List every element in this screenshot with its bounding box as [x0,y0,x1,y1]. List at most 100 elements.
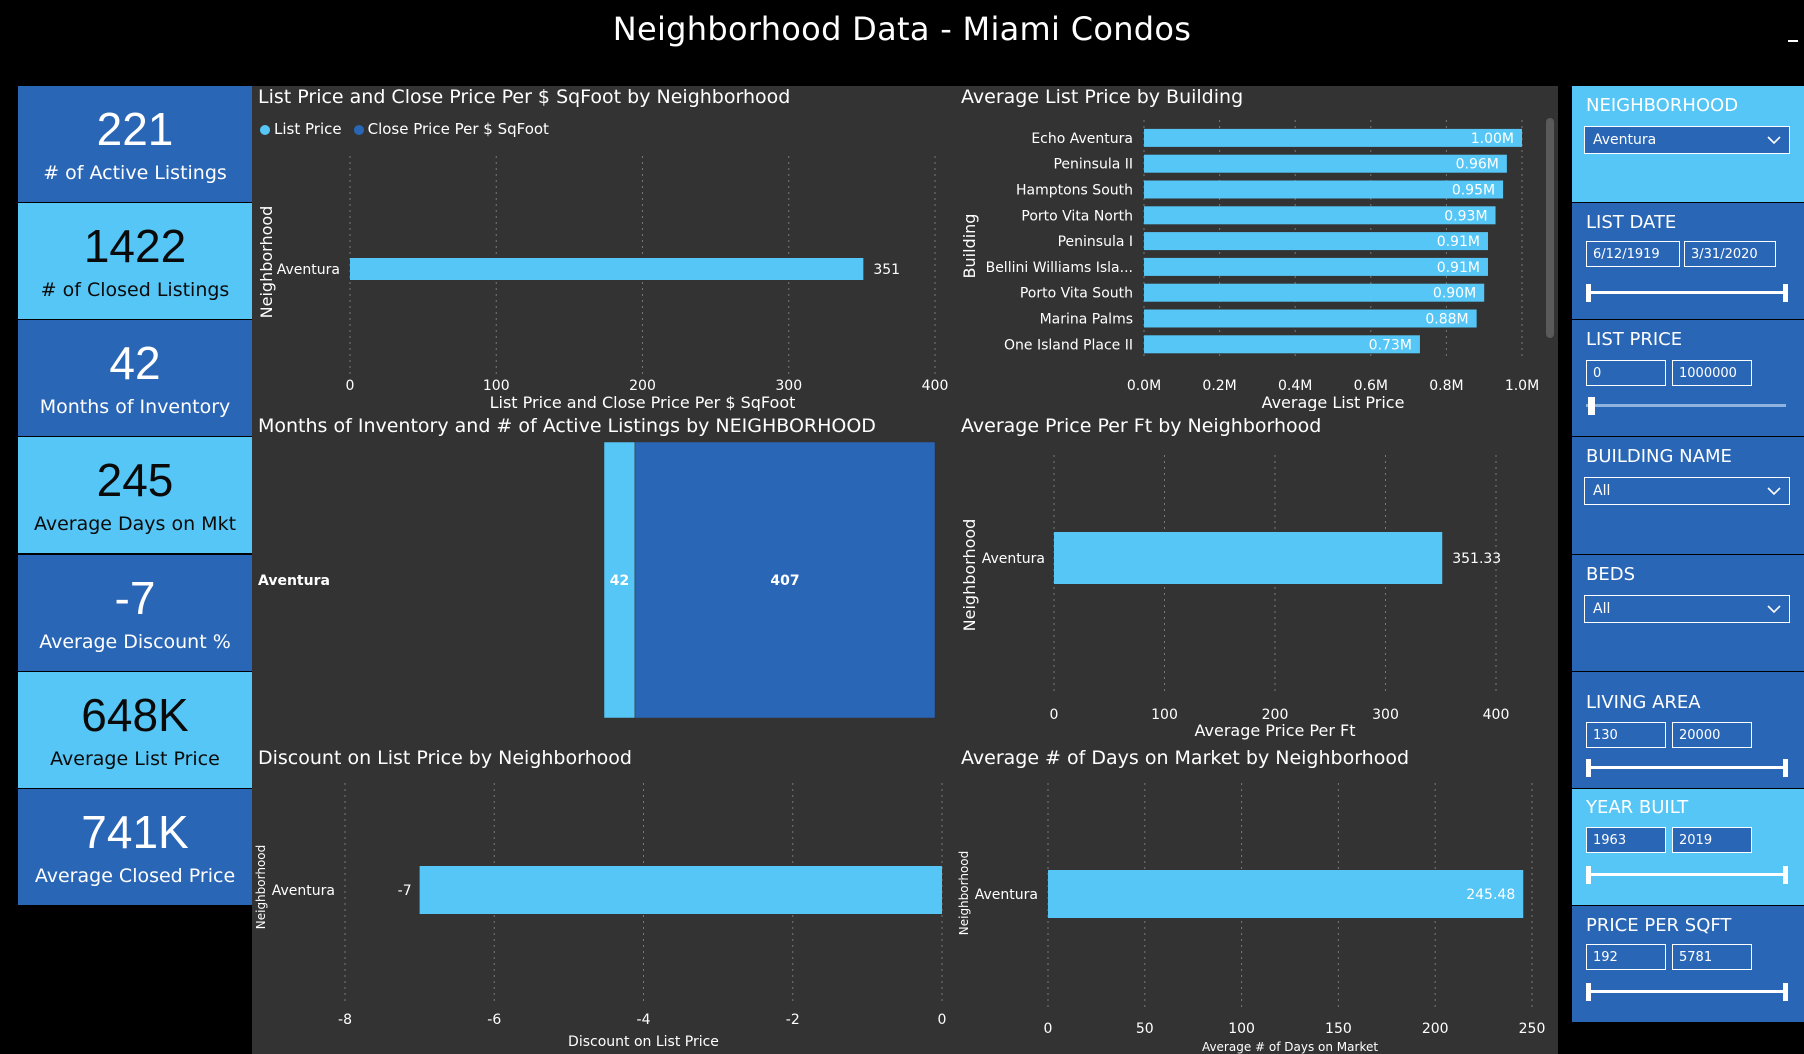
chart-plot: 0.0M 0.2M 0.4M 0.6M 0.8M 1.0M Average List Pri… [960,120,1539,411]
minimize-icon[interactable] [1788,40,1798,42]
slider-handle-min[interactable] [1586,759,1591,777]
slider-handle-min[interactable] [1586,983,1591,1001]
slider-handle-min[interactable] [1586,866,1591,884]
x-tick-label: 400 [922,378,949,394]
bar [1144,154,1507,173]
data-label: 351.33 [1452,551,1501,567]
slider-handle-max[interactable] [1783,759,1788,777]
y-tick-label: One Island Place II [1004,337,1133,353]
data-label: 0.93M [1444,208,1487,224]
chart-plot: 0 100 200 300 400 List Price and Close Price … [257,156,949,411]
avg-price-per-ft-chart[interactable]: Average Price Per Ft by Neighborhood 0 10… [955,415,1555,745]
chart-title: Average # of Days on Market by Neighborh… [961,747,1410,769]
list-price-max-input[interactable]: 1000000 [1672,360,1752,386]
bar [1054,532,1443,584]
x-tick-label: 1.0M [1505,378,1539,394]
x-tick-label: 200 [1422,1021,1449,1037]
months-inventory-chart[interactable]: Months of Inventory and # of Active List… [252,415,952,745]
x-tick-label: 0.0M [1127,378,1161,394]
bar [419,866,942,914]
y-axis-title: Neighborhood [960,519,979,632]
filter-living-area: LIVING AREA 130 20000 [1572,672,1804,788]
slider-handle-max[interactable] [1783,983,1788,1001]
data-label: 0.91M [1437,260,1480,276]
year-built-slider[interactable] [1586,873,1786,876]
data-label: 0.73M [1369,337,1412,353]
avg-list-price-building-chart[interactable]: Average List Price by Building 0.0M 0.2M 0… [955,86,1555,411]
x-tick-label: 0 [346,378,355,394]
bar [350,258,864,280]
neighborhood-dropdown[interactable]: Aventura [1584,126,1790,154]
filter-year-built: YEAR BUILT 1963 2019 [1572,789,1804,905]
dropdown-value: Aventura [1593,132,1657,148]
y-tick-label: Hamptons South [1016,183,1133,199]
list-date-start-input[interactable]: 6/12/1919 [1586,241,1680,267]
bar [1144,257,1488,276]
year-built-max-input[interactable]: 2019 [1672,827,1752,853]
data-label: 407 [770,573,799,589]
slider-handle-min[interactable] [1588,397,1595,415]
x-tick-label: 150 [1325,1021,1352,1037]
y-tick-label: Echo Aventura [1031,131,1133,147]
list-close-price-chart[interactable]: List Price and Close Price Per $ SqFoot … [252,86,952,411]
x-tick-label: 300 [775,378,802,394]
x-tick-label: 200 [1262,707,1289,723]
kpi-value: 245 [96,454,174,506]
x-axis-title: List Price and Close Price Per $ SqFoot [490,393,796,411]
x-tick-label: -2 [786,1012,800,1028]
data-label: 0.88M [1425,312,1468,328]
y-axis-title: Neighborhood [957,851,971,936]
x-tick-label: -6 [487,1012,501,1028]
kpi-average-closed-price: 741K Average Closed Price [18,789,252,905]
list-price-min-input[interactable]: 0 [1586,360,1666,386]
beds-dropdown[interactable]: All [1584,595,1790,623]
x-tick-label: 0.2M [1202,378,1236,394]
list-date-slider[interactable] [1586,291,1786,294]
discount-chart[interactable]: Discount on List Price by Neighborhood -… [252,747,952,1054]
days-on-market-chart[interactable]: Average # of Days on Market by Neighborh… [955,747,1555,1054]
x-tick-label: 50 [1136,1021,1154,1037]
building-name-dropdown[interactable]: All [1584,477,1790,505]
price-sqft-slider[interactable] [1586,990,1786,993]
living-area-min-input[interactable]: 130 [1586,722,1666,748]
year-built-min-input[interactable]: 1963 [1586,827,1666,853]
chart-plot: 42 407 Aventura [258,441,936,719]
kpi-closed-listings: 1422 # of Closed Listings [18,203,252,319]
filter-title: BUILDING NAME [1586,446,1732,467]
bar [1144,206,1496,225]
price-sqft-max-input[interactable]: 5781 [1672,944,1752,970]
slider-handle-max[interactable] [1783,284,1788,302]
x-tick-label: 100 [483,378,510,394]
filter-title: LIST PRICE [1586,329,1683,350]
x-tick-label: 0.8M [1429,378,1463,394]
slider-handle-min[interactable] [1586,284,1591,302]
kpi-label: # of Active Listings [43,162,227,184]
y-axis-title: Building [960,214,979,279]
kpi-label: # of Closed Listings [40,279,230,301]
x-tick-label: 200 [629,378,656,394]
price-sqft-min-input[interactable]: 192 [1586,944,1666,970]
list-price-slider[interactable] [1586,404,1786,407]
y-tick-label: Bellini Williams Isla... [986,260,1133,276]
bar [1144,335,1420,354]
x-tick-label: 0 [938,1012,947,1028]
data-label: 0.95M [1452,183,1495,199]
x-axis-title: Average List Price [1262,393,1405,411]
slider-handle-max[interactable] [1783,866,1788,884]
filter-title: LIVING AREA [1586,692,1701,713]
y-tick-label: Aventura [272,883,335,899]
kpi-label: Average Days on Mkt [33,513,237,535]
filter-title: YEAR BUILT [1586,797,1689,818]
kpi-average-days: 245 Average Days on Mkt [18,437,252,553]
filter-list-price: LIST PRICE 0 1000000 [1572,320,1804,436]
bar [1144,232,1488,251]
living-area-max-input[interactable]: 20000 [1672,722,1752,748]
chart-scrollbar[interactable] [1546,118,1554,338]
kpi-label: Average List Price [50,748,220,770]
living-area-slider[interactable] [1586,766,1786,769]
bar [1144,180,1504,199]
x-tick-label: -8 [338,1012,352,1028]
x-tick-label: -4 [637,1012,651,1028]
chevron-down-icon [1767,605,1781,614]
list-date-end-input[interactable]: 3/31/2020 [1684,241,1776,267]
